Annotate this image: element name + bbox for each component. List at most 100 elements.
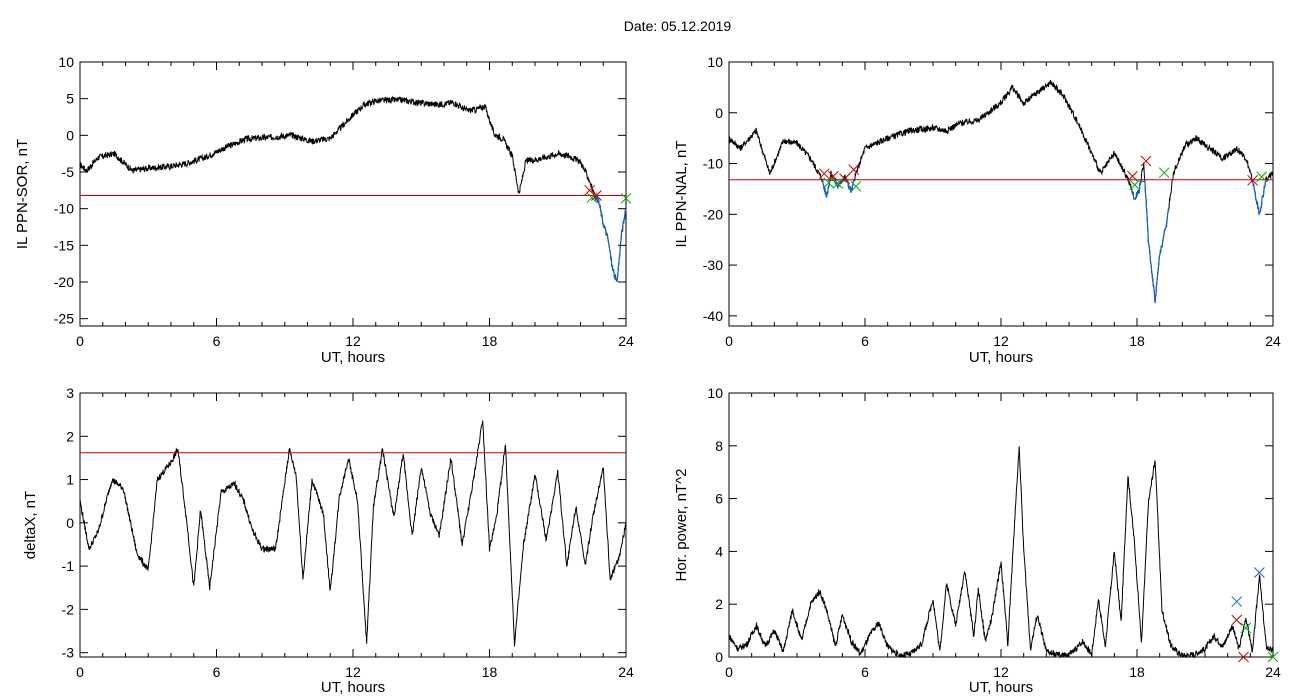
y-tick-label: -20 <box>54 274 74 290</box>
marker-stroke <box>1256 171 1268 183</box>
y-tick-label: -1 <box>62 558 75 574</box>
y-tick-label: 5 <box>66 91 74 107</box>
x-tick-label: 24 <box>618 664 634 680</box>
event-marker <box>1158 167 1170 179</box>
marker-stroke <box>1127 170 1138 182</box>
event-marker <box>1140 155 1152 167</box>
y-axis-label: deltaX, nT <box>22 491 39 559</box>
x-tick-label: 24 <box>1265 333 1281 349</box>
plot-frame <box>79 61 627 327</box>
x-tick-label: 0 <box>725 664 733 680</box>
marker-stroke <box>1129 179 1141 191</box>
panel-il-ppn-nal: 0 6 12 18 24 -40 -30 -20 -10 0 10 UT, hours IL PPN… <box>673 54 1281 366</box>
x-tick-label: 12 <box>345 333 361 349</box>
event-marker <box>1238 651 1249 663</box>
y-tick-label: -5 <box>62 164 75 180</box>
marker-stroke <box>848 164 860 175</box>
marker-stroke <box>1238 651 1249 663</box>
event-marker <box>1127 170 1138 182</box>
data-series-line <box>728 446 1274 659</box>
y-tick-label: -20 <box>703 206 723 222</box>
event-marker <box>584 184 595 196</box>
x-tick-label: 6 <box>213 333 221 349</box>
x-tick-label: 18 <box>1129 664 1145 680</box>
data-series-line <box>79 420 627 647</box>
y-tick-label: 10 <box>58 54 74 70</box>
event-marker <box>1254 567 1265 578</box>
y-tick-label: -25 <box>54 311 74 327</box>
event-marker <box>839 173 850 185</box>
marker-stroke <box>839 173 850 185</box>
marker-stroke <box>1158 167 1170 179</box>
highlighted-segment <box>1131 179 1169 304</box>
y-tick-label: 1 <box>66 472 74 488</box>
plot-frame <box>728 392 1274 658</box>
page-title: Date: 05.12.2019 <box>623 18 732 34</box>
x-tick-label: 24 <box>1265 664 1281 680</box>
event-marker <box>1267 651 1279 663</box>
y-tick-label: -40 <box>703 308 723 324</box>
x-axis-label: UT, hours <box>969 349 1033 366</box>
y-tick-label: -3 <box>62 645 75 661</box>
event-marker <box>832 177 844 189</box>
highlighted-segment <box>594 195 627 283</box>
event-marker <box>850 181 862 192</box>
marker-stroke <box>584 184 595 196</box>
x-axis-label: UT, hours <box>321 349 385 366</box>
data-layer <box>79 420 627 647</box>
y-tick-label: 0 <box>715 105 723 121</box>
y-tick-label: 10 <box>707 385 723 401</box>
event-marker <box>848 164 860 175</box>
x-tick-label: 12 <box>993 664 1009 680</box>
marker-stroke <box>586 192 598 204</box>
x-tick-label: 6 <box>213 664 221 680</box>
panel-il-ppn-sor: 0 6 12 18 24 -25 -20 -15 -10 -5 0 5 10 UT, hours IL … <box>14 54 634 366</box>
highlighted-segment <box>821 178 856 198</box>
marker-stroke <box>1231 614 1243 626</box>
y-tick-label: 0 <box>715 649 723 665</box>
event-marker <box>827 170 839 182</box>
y-tick-label: -10 <box>54 201 74 217</box>
event-marker <box>586 192 598 204</box>
marker-stroke <box>1231 596 1243 607</box>
x-tick-label: 12 <box>345 664 361 680</box>
event-marker <box>1256 171 1268 183</box>
data-series-line <box>728 79 1274 304</box>
marker-stroke <box>1254 567 1265 578</box>
marker-stroke <box>827 170 839 182</box>
y-tick-label: 0 <box>66 515 74 531</box>
y-tick-label: 10 <box>707 54 723 70</box>
x-axis-label: UT, hours <box>321 679 385 696</box>
axis-ticks: 0 6 12 18 24 -25 -20 -15 -10 -5 0 5 10 <box>54 54 634 349</box>
x-tick-label: 6 <box>861 664 869 680</box>
event-marker <box>1129 179 1141 191</box>
marker-stroke <box>818 168 830 180</box>
x-tick-label: 24 <box>618 333 634 349</box>
y-tick-label: -30 <box>703 257 723 273</box>
x-tick-label: 18 <box>482 333 498 349</box>
event-marker <box>823 177 835 189</box>
data-layer <box>79 95 632 283</box>
x-tick-label: 0 <box>725 333 733 349</box>
x-tick-label: 0 <box>76 333 84 349</box>
y-tick-label: 8 <box>715 438 723 454</box>
y-tick-label: -2 <box>62 601 75 617</box>
marker-stroke <box>1247 174 1258 186</box>
y-tick-label: 2 <box>66 428 74 444</box>
y-axis-label: IL PPN-SOR, nT <box>14 139 31 249</box>
event-marker <box>620 193 632 204</box>
marker-stroke <box>1240 622 1252 634</box>
x-tick-label: 18 <box>482 664 498 680</box>
x-tick-label: 12 <box>993 333 1009 349</box>
event-marker <box>1231 614 1243 626</box>
highlighted-segment <box>1251 179 1269 216</box>
marker-stroke <box>1267 651 1279 663</box>
y-tick-label: 0 <box>66 127 74 143</box>
data-layer <box>728 446 1279 663</box>
marker-stroke <box>620 193 632 204</box>
y-tick-label: -10 <box>703 156 723 172</box>
x-tick-label: 0 <box>76 664 84 680</box>
data-layer <box>728 79 1274 304</box>
